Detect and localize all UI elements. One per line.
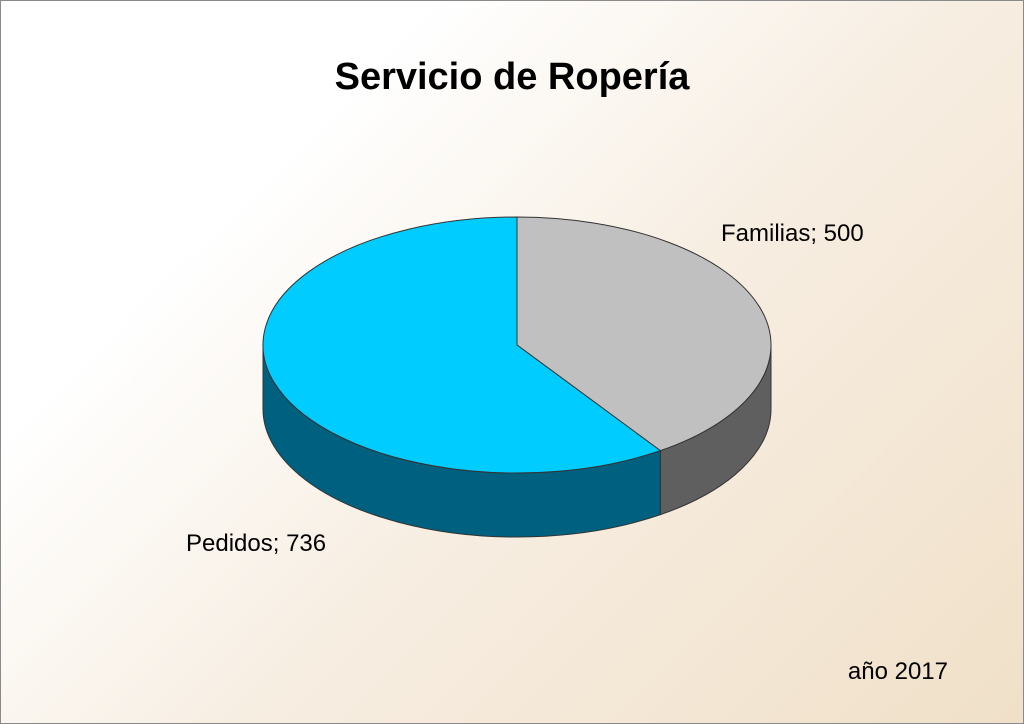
pie-slice-familias — [516, 216, 772, 452]
slice-label-familias: Familias; 500 — [721, 220, 864, 247]
pie-tops — [262, 216, 772, 474]
footnote: año 2017 — [847, 658, 948, 685]
chart-title: Servicio de Ropería — [334, 56, 690, 98]
pie-slice-pedidos — [262, 216, 662, 474]
slice-label-pedidos: Pedidos; 736 — [186, 530, 326, 557]
